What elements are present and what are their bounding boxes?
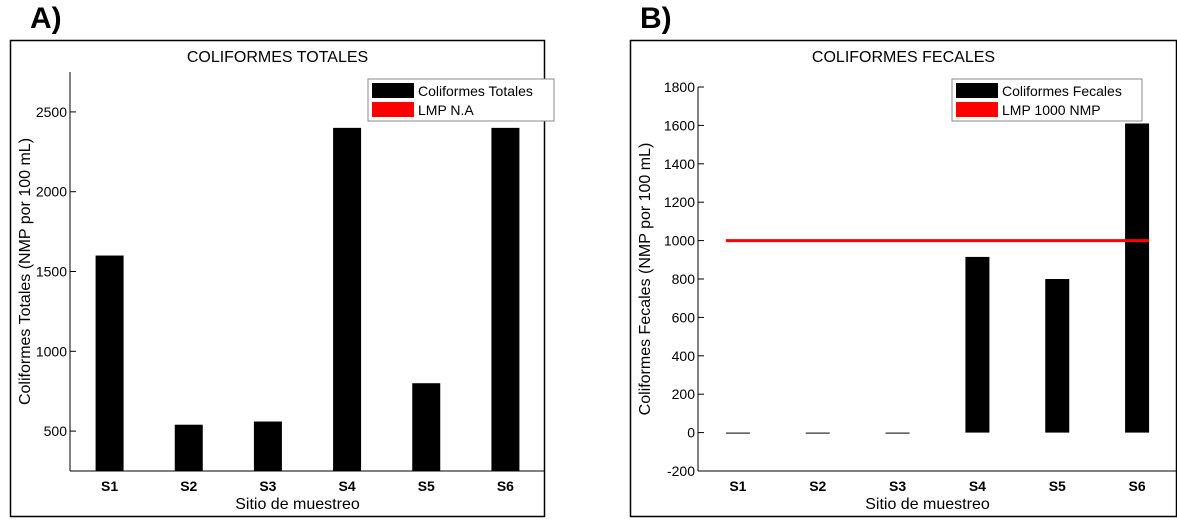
chart2-x-tick-label: S4 xyxy=(969,478,986,494)
chart2-y-tick-label: 1200 xyxy=(664,194,695,210)
chart1-x-tick-label: S3 xyxy=(259,478,276,494)
chart2-y-tick-label: 0 xyxy=(687,425,695,441)
chart1-y-axis-label: Coliformes Totales (NMP por 100 mL) xyxy=(17,138,34,405)
chart2-bar xyxy=(725,432,750,434)
chart2-legend-label: Coliformes Fecales xyxy=(1002,83,1122,99)
chart2-y-tick-label: 1600 xyxy=(664,117,695,133)
chart2-legend-label: LMP 1000 NMP xyxy=(1002,102,1101,118)
chart2-x-axis-label: Sitio de muestreo xyxy=(865,496,990,513)
chart1-y-tick-label: 500 xyxy=(44,423,68,439)
chart2-y-tick-label: 1800 xyxy=(664,79,695,95)
chart2-x-tick-label: S6 xyxy=(1129,478,1146,494)
chart2-y-axis-label: Coliformes Fecales (NMP por 100 mL) xyxy=(637,143,654,416)
chart1-x-tick-label: S4 xyxy=(339,478,356,494)
chart1-bar xyxy=(333,127,362,472)
panel-label-b: B) xyxy=(640,2,672,35)
chart1-y-tick-label: 1500 xyxy=(36,264,67,280)
chart1-x-tick-label: S1 xyxy=(101,478,118,494)
chart2-bar xyxy=(805,432,830,434)
chart2-y-tick-label: 800 xyxy=(672,271,696,287)
chart2-y-tick-label: 200 xyxy=(672,386,696,402)
chart1-y-tick-label: 2500 xyxy=(36,104,67,120)
chart1-bar xyxy=(491,127,520,472)
chart1-bar xyxy=(95,255,124,471)
chart2-bar xyxy=(1045,279,1070,433)
chart1-x-tick-label: S5 xyxy=(418,478,435,494)
chart2-bar xyxy=(885,432,910,434)
chart2-y-tick-label: 400 xyxy=(672,348,696,364)
chart1-x-axis-label: Sitio de muestreo xyxy=(235,496,360,513)
chart1-y-tick-label: 2000 xyxy=(36,184,67,200)
chart2-y-tick-label: 600 xyxy=(672,309,696,325)
chart1-legend-swatch xyxy=(372,102,414,117)
chart1-frame xyxy=(9,39,546,518)
panel-label-a: A) xyxy=(30,2,62,35)
chart2-y-tick-label: -200 xyxy=(667,463,695,479)
chart2-bar xyxy=(965,256,990,433)
chart1-legend-label: LMP N.A xyxy=(418,102,474,118)
chart2-legend-swatch xyxy=(956,102,998,117)
chart2-x-tick-label: S3 xyxy=(889,478,906,494)
chart2-y-tick-label: 1400 xyxy=(664,156,695,172)
chart2-y-tick-label: 1000 xyxy=(664,233,695,249)
chart2-x-tick-label: S1 xyxy=(729,478,746,494)
chart1-bar xyxy=(174,424,203,471)
chart1-x-tick-label: S2 xyxy=(180,478,197,494)
chart1-bar xyxy=(253,421,282,471)
chart1-x-tick-label: S6 xyxy=(497,478,514,494)
chart1-legend-swatch xyxy=(372,83,414,98)
chart2-x-tick-label: S2 xyxy=(809,478,826,494)
chart2-legend-swatch xyxy=(956,83,998,98)
chart1-y-tick-label: 1000 xyxy=(36,343,67,359)
chart2-bar xyxy=(1125,123,1150,433)
chart1-bar xyxy=(412,383,441,471)
chart2-title: COLIFORMES FECALES xyxy=(812,49,995,66)
chart2-x-tick-label: S5 xyxy=(1049,478,1066,494)
chart1-legend-label: Coliformes Totales xyxy=(418,83,533,99)
chart1-title: COLIFORMES TOTALES xyxy=(187,49,368,66)
